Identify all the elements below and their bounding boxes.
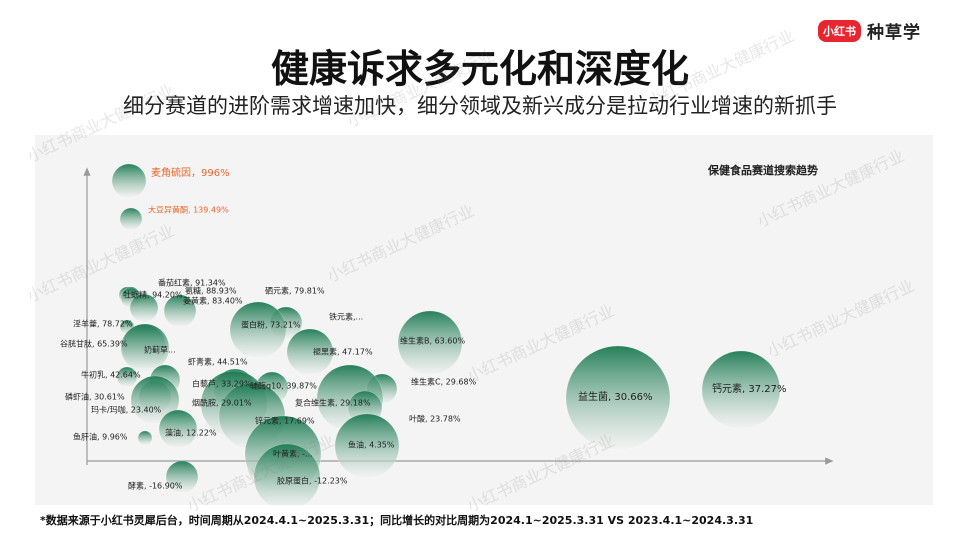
bubble-label: 鱼油, 4.35% <box>348 440 395 450</box>
bubbles <box>111 163 781 505</box>
page-title: 健康诉求多元化和深度化 <box>270 47 689 91</box>
bubble-point <box>397 310 463 376</box>
bubble-chart: 麦角硫因，996% 大豆异黄酮, 139.49% 牡蛎精, 94.20% 番茄红素, … <box>60 163 834 505</box>
chart-title: 保健食品赛道搜索趋势 <box>708 164 818 177</box>
bubble-label: 藻油, 12.22% <box>165 428 217 438</box>
bubble-label: 复合维生素, 29.18% <box>295 398 371 408</box>
bubble-label: 鱼肝油, 9.96% <box>73 432 128 442</box>
bubble-point <box>120 323 170 373</box>
bubble-label: 铁元素,... <box>329 312 363 322</box>
bubble-label: 维生素B, 63.60% <box>400 336 465 346</box>
bubble-labels: 麦角硫因，996% 大豆异黄酮, 139.49% 牡蛎精, 94.20% 番茄红素, … <box>60 166 787 491</box>
bubble-label: 维生素C, 29.68% <box>411 377 477 387</box>
bubble-label: 牡蛎精, 94.20% <box>123 290 183 300</box>
bubble-point <box>163 294 197 328</box>
brand-name: 种草学 <box>867 23 921 43</box>
bubble-label: 磷虾油, 30.61% <box>65 392 125 402</box>
bubble-point <box>130 375 180 425</box>
chart-panel: 麦角硫因，996% 大豆异黄酮, 139.49% 牡蛎精, 94.20% 番茄红素, … <box>35 135 933 505</box>
bubble-label: 奶蓟草... <box>144 345 176 355</box>
bubble-label: 牛初乳, 42.64% <box>81 370 141 380</box>
bubble-label: 淫羊藿, 78.72% <box>73 319 133 329</box>
bubble-label: 姜黄素, 83.40% <box>183 296 243 306</box>
bubble-point <box>701 350 781 430</box>
bubble-point <box>158 409 198 449</box>
bubble-point <box>334 413 400 479</box>
bubble-label: 玛卡/玛咖, 23.40% <box>91 405 162 415</box>
bubble-point <box>565 345 671 451</box>
bubble-label: 叶黄素, -... <box>273 449 313 459</box>
bubble-label: 胶原蛋白, -12.23% <box>277 476 348 486</box>
bubble-point <box>137 430 153 446</box>
bubble-label: 白藜芦, 33.29% <box>192 379 252 389</box>
bubble-label: 硒元素, 79.81% <box>265 286 325 296</box>
bubble-label: 番茄红素, 91.34% <box>158 278 226 288</box>
bubble-label: 烟酰胺, 29.01% <box>192 398 252 408</box>
bubble-point <box>119 207 143 231</box>
page-subtitle: 细分赛道的进阶需求增速加快，细分领域及新兴成分是拉动行业增速的新抓手 <box>123 94 837 118</box>
bubble-label: 锌元素, 17.69% <box>255 416 315 426</box>
bubble-label: 蛋白粉, 73.21% <box>241 320 301 330</box>
bubble-label: 大豆异黄酮, 139.49% <box>148 205 229 215</box>
bubble-label: 麦角硫因，996% <box>151 166 230 179</box>
bubble-label: 虾青素, 44.51% <box>188 357 248 367</box>
bubble-label: 益生菌, 30.66% <box>578 390 653 403</box>
footnote: *数据来源于小红书灵犀后台，时间周期从2024.4.1~2025.3.31；同比… <box>40 514 754 527</box>
bubble-point <box>165 460 199 494</box>
bubble-point <box>286 328 334 376</box>
bubble-point <box>111 163 147 199</box>
bubble-point <box>116 366 138 388</box>
bubble-label: 氨糖, 88.93% <box>185 286 237 296</box>
brand-logo: 小红书 种草学 <box>818 18 921 43</box>
bubble-label: 钙元素, 37.27% <box>712 382 787 395</box>
bubble-label: 谷胱甘肽, 65.39% <box>60 339 128 349</box>
brand-badge: 小红书 <box>818 19 861 42</box>
bubble-point <box>129 293 159 323</box>
bubble-label: 叶酸, 23.78% <box>409 414 461 424</box>
bubble-label: 褪黑素, 47.17% <box>313 347 373 357</box>
bubble-point <box>229 301 287 359</box>
bubble-label: 酵素, -16.90% <box>128 481 183 491</box>
bubble-label: 辅酶q10, 39.87% <box>250 381 317 391</box>
bubble-point <box>253 443 321 505</box>
